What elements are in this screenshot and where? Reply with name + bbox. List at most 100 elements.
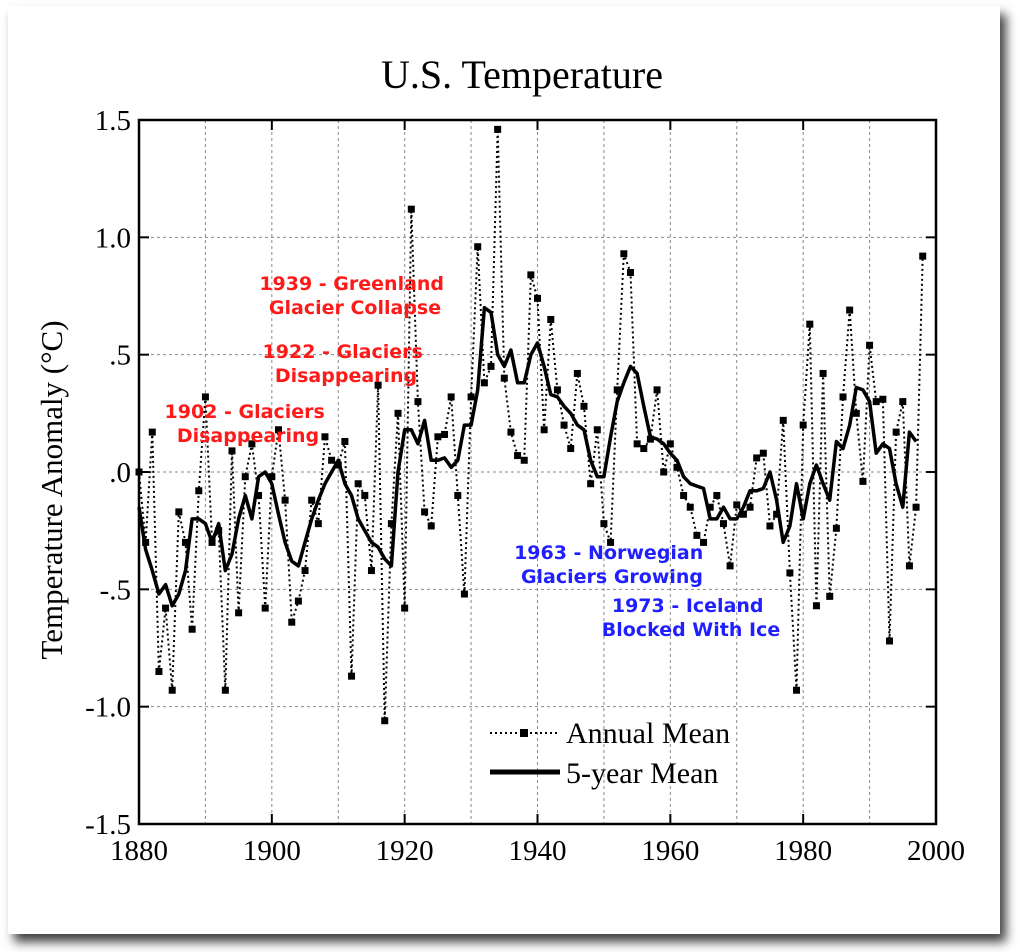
annual-mean-point [680, 491, 688, 499]
annual-mean-point [713, 491, 721, 499]
annual-mean-point [441, 430, 449, 438]
annual-mean-point [879, 395, 887, 403]
annual-mean-point [693, 531, 701, 539]
annual-mean-point [540, 426, 548, 434]
annotations: 1939 - Greenland Glacier Collapse 1922 -… [165, 273, 781, 641]
annual-mean-point [261, 604, 269, 612]
y-tick-label: 1.0 [95, 222, 131, 254]
y-tick-label: -1.5 [85, 809, 131, 841]
annual-mean-point [321, 433, 329, 441]
annual-mean-point [407, 205, 415, 213]
annual-mean-point [241, 473, 249, 481]
annual-mean-point [660, 468, 668, 476]
annual-mean-point [421, 508, 429, 516]
annual-mean-point [919, 252, 927, 260]
annual-mean-point [168, 686, 176, 694]
annual-mean-point [560, 421, 568, 429]
annual-mean-point [646, 435, 654, 443]
annual-mean-point [162, 604, 170, 612]
annual-mean-point [733, 501, 741, 509]
legend-annual-marker [520, 729, 528, 737]
annual-mean-point [328, 456, 336, 464]
annual-mean-point [726, 562, 734, 570]
series-group [135, 125, 927, 725]
annual-mean-point [308, 496, 316, 504]
annual-mean-point [534, 294, 541, 302]
annual-mean-point [793, 686, 801, 694]
annotation-1973-iceland: 1973 - Iceland Blocked With Ice [602, 595, 780, 641]
annual-mean-point [753, 454, 761, 462]
x-tick-label: 1900 [243, 835, 301, 867]
annual-mean-point [832, 524, 840, 532]
y-tick-label: -1.0 [85, 692, 131, 724]
annual-mean-point [288, 618, 296, 626]
annotation-1902-glaciers: 1902 - Glaciers Disappearing [165, 401, 332, 447]
axis-ticks: 1880 1900 1920 1940 1960 1980 2000 1.5 1.0 .5 .0 -.… [85, 105, 965, 867]
annual-mean-point [494, 125, 502, 133]
annual-mean-point [892, 428, 900, 436]
annual-mean-point [181, 538, 189, 546]
annual-mean-point [799, 421, 807, 429]
annual-mean-point [653, 386, 661, 394]
annual-mean-point [274, 426, 282, 434]
y-tick-label: 1.5 [95, 105, 131, 137]
annual-mean-point [613, 386, 621, 394]
y-tick-label: .5 [109, 340, 131, 372]
annual-mean-point [593, 426, 601, 434]
annual-mean-point [467, 393, 475, 401]
legend-5year-label: 5-year Mean [566, 757, 718, 790]
annual-mean-point [148, 428, 156, 436]
annual-mean-point [806, 320, 814, 328]
annual-mean-point [852, 409, 860, 417]
annual-mean-point [773, 510, 781, 518]
annual-mean-point [294, 597, 302, 605]
annual-mean-point [859, 477, 867, 485]
series-line-5-year-mean [137, 305, 918, 608]
annual-mean-point [686, 503, 694, 511]
annual-mean-point [706, 503, 714, 511]
annual-mean-point [620, 250, 628, 258]
annual-mean-point [872, 398, 880, 406]
annual-mean-point [367, 567, 375, 575]
annual-mean-point [414, 398, 422, 406]
annual-mean-point [819, 369, 827, 377]
annual-mean-point [899, 398, 907, 406]
annual-mean-point [188, 625, 196, 633]
annual-mean-point [255, 491, 263, 499]
plot-area-border [137, 118, 938, 826]
annual-mean-point [507, 428, 515, 436]
annual-mean-point [700, 538, 708, 546]
annual-mean-point [626, 269, 634, 277]
annual-mean-point [886, 637, 894, 645]
annual-mean-point [673, 463, 681, 471]
annotation-1939-greenland: 1939 - Greenland Glacier Collapse [259, 273, 450, 319]
annual-mean-point [520, 456, 528, 464]
annual-mean-point [474, 243, 482, 251]
x-tick-label: 1960 [641, 835, 699, 867]
annual-mean-point [447, 393, 455, 401]
x-tick-label: 1980 [774, 835, 832, 867]
annual-mean-point [487, 362, 495, 370]
annual-mean-point [607, 538, 615, 546]
annual-mean-point [228, 447, 236, 455]
legend: Annual Mean 5-year Mean [490, 717, 730, 790]
legend-annual-label: Annual Mean [566, 717, 730, 750]
annotation-1963-norwegian: 1963 - Norwegian Glaciers Growing [514, 542, 710, 588]
annual-mean-point [454, 491, 462, 499]
annual-mean-point [341, 437, 349, 445]
annual-mean-point [580, 402, 588, 410]
annual-mean-point [527, 271, 535, 279]
x-tick-label: 1920 [376, 835, 434, 867]
annual-mean-point [746, 503, 754, 511]
annual-mean-point [633, 440, 641, 448]
annual-mean-point [719, 520, 727, 528]
annual-mean-point [766, 522, 774, 530]
annual-mean-point [573, 369, 581, 377]
x-tick-label: 2000 [907, 835, 965, 867]
annual-mean-point [739, 510, 747, 518]
annual-mean-point [600, 520, 608, 528]
annual-mean-point [427, 522, 435, 530]
annual-mean-point [905, 562, 913, 570]
annual-mean-point [387, 520, 395, 528]
annual-mean-point [221, 686, 229, 694]
